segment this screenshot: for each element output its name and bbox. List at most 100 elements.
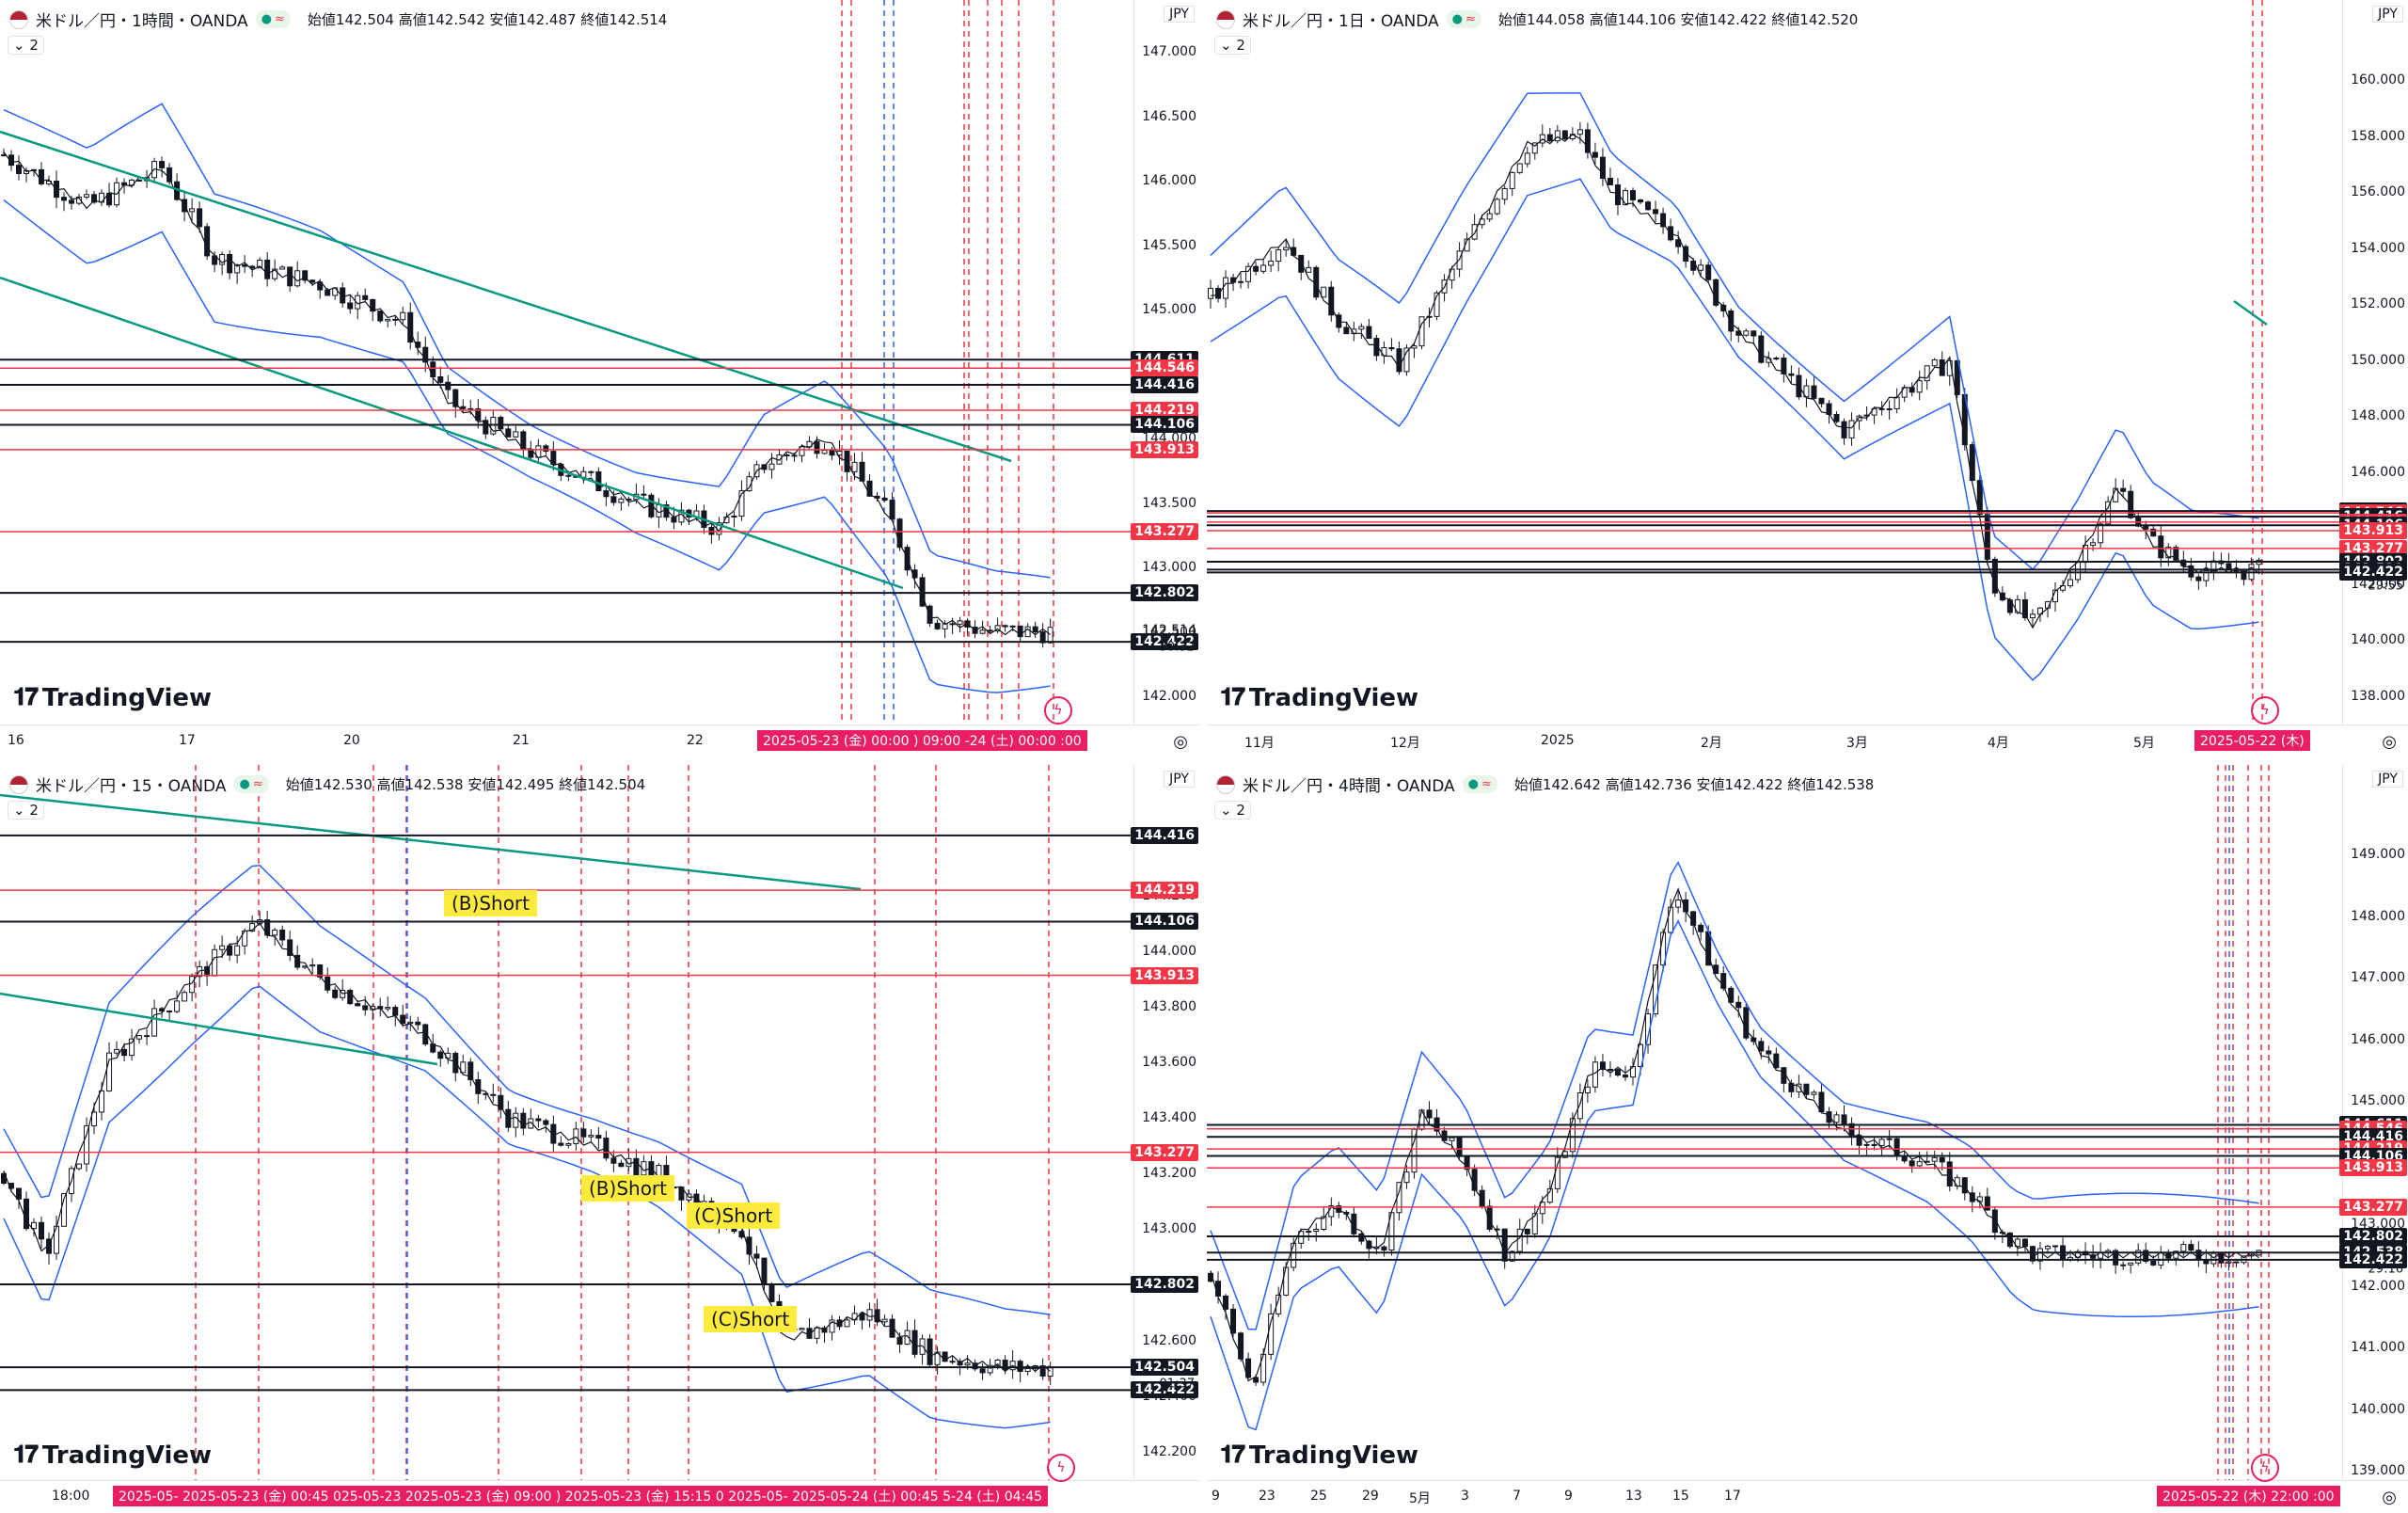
trend-channel-line[interactable] (0, 276, 904, 590)
candle-body[interactable] (1796, 1083, 1802, 1092)
candle-body[interactable] (1017, 625, 1023, 638)
candle-body[interactable] (1818, 397, 1825, 405)
candle-body[interactable] (1501, 187, 1508, 200)
candle-body[interactable] (610, 496, 617, 503)
candle-body[interactable] (1321, 1216, 1327, 1230)
candle-body[interactable] (1546, 1187, 1553, 1203)
candle-body[interactable] (1238, 280, 1244, 283)
candle-body[interactable] (1916, 380, 1923, 393)
candle-body[interactable] (934, 622, 941, 629)
candle-body[interactable] (1871, 1143, 1877, 1146)
candle-body[interactable] (2188, 565, 2194, 578)
price-axis[interactable]: JPY 149.000 148.000 147.000 146.000 145.000 1… (2339, 765, 2408, 1481)
candle-body[interactable] (979, 1368, 986, 1374)
candle-body[interactable] (1833, 1114, 1840, 1123)
candle-body[interactable] (2021, 598, 2028, 619)
candle-body[interactable] (1713, 279, 1719, 306)
candle-body[interactable] (558, 1142, 564, 1146)
candle-body[interactable] (1773, 1053, 1780, 1069)
candle-body[interactable] (1878, 407, 1885, 410)
candle-body[interactable] (1946, 1161, 1953, 1187)
candle-body[interactable] (949, 623, 956, 626)
candle-body[interactable] (866, 1309, 873, 1321)
candle-body[interactable] (1653, 209, 1659, 215)
candle-body[interactable] (347, 990, 354, 1005)
candle-body[interactable] (1592, 1061, 1598, 1088)
candle-body[interactable] (114, 1048, 120, 1054)
candle-body[interactable] (1728, 987, 1735, 1003)
candle-body[interactable] (2090, 542, 2097, 547)
candle-body[interactable] (1878, 1139, 1885, 1146)
candle-body[interactable] (543, 445, 549, 453)
candle-body[interactable] (2150, 1260, 2157, 1266)
candle-body[interactable] (1009, 625, 1016, 628)
candle-body[interactable] (1441, 1130, 1448, 1141)
candle-body[interactable] (1554, 1156, 1560, 1189)
candle-body[interactable] (1373, 338, 1380, 357)
candle-body[interactable] (1223, 277, 1229, 299)
candle-body[interactable] (1924, 365, 1930, 382)
candle-body[interactable] (182, 992, 188, 1002)
candle-body[interactable] (1811, 1091, 1817, 1095)
candle-body[interactable] (2067, 579, 2074, 587)
candle-body[interactable] (2120, 1264, 2127, 1266)
candle-body[interactable] (829, 450, 835, 456)
candle-body[interactable] (1660, 213, 1667, 228)
candle-body[interactable] (1841, 1114, 1847, 1124)
chart-pane-1d[interactable]: 米ドル／円・1日・OANDA ● ≈ 始値144.058 高値144.106 安値… (1207, 0, 2408, 757)
candle-body[interactable] (1358, 1233, 1365, 1242)
candle-body[interactable] (588, 470, 594, 473)
candle-body[interactable] (814, 440, 820, 454)
candle-body[interactable] (942, 1351, 948, 1362)
candle-body[interactable] (1403, 1171, 1410, 1184)
time-axis[interactable]: 9 23 25 29 5月 3 7 9 13 15 17 2025-05-22 (木) 22:00 … (1207, 1480, 2408, 1513)
candle-body[interactable] (264, 259, 271, 279)
candle-body[interactable] (151, 1008, 158, 1037)
lightning-icon[interactable]: ϟ (1047, 1454, 1075, 1482)
candle-body[interactable] (784, 454, 790, 456)
candle-body[interactable] (362, 1005, 369, 1011)
candle-body[interactable] (1705, 264, 1712, 280)
candle-body[interactable] (1818, 1091, 1825, 1113)
candle-body[interactable] (543, 1120, 549, 1125)
candle-body[interactable] (919, 577, 926, 607)
candle-body[interactable] (76, 1163, 83, 1170)
candle-body[interactable] (550, 451, 557, 465)
candle-body[interactable] (859, 1313, 865, 1321)
candle-body[interactable] (708, 526, 715, 535)
candle-body[interactable] (166, 167, 173, 183)
candle-body[interactable] (1215, 1281, 1222, 1297)
candle-body[interactable] (1638, 199, 1644, 203)
candle-body[interactable] (1743, 1007, 1750, 1039)
candle-body[interactable] (738, 490, 745, 517)
annotation-c-short[interactable]: (C)Short (704, 1306, 798, 1332)
candle-body[interactable] (2036, 1248, 2043, 1262)
candle-body[interactable] (2021, 1238, 2028, 1248)
candle-body[interactable] (212, 948, 218, 977)
candle-body[interactable] (1766, 1050, 1772, 1055)
candle-body[interactable] (1539, 1202, 1545, 1215)
candle-body[interactable] (1253, 1377, 1259, 1383)
price-chart-1h[interactable] (0, 0, 1133, 725)
candle-body[interactable] (671, 517, 677, 523)
candle-body[interactable] (1584, 1086, 1591, 1094)
candle-body[interactable] (2098, 523, 2104, 544)
symbol-title[interactable]: 米ドル／円・15・OANDA (36, 777, 227, 796)
candle-body[interactable] (2218, 1252, 2225, 1264)
candle-body[interactable] (1630, 190, 1637, 200)
candle-body[interactable] (498, 1094, 504, 1110)
candle-body[interactable] (2014, 1238, 2020, 1248)
candle-body[interactable] (1411, 345, 1418, 349)
candle-body[interactable] (1931, 358, 1938, 367)
candle-body[interactable] (39, 168, 45, 184)
candle-body[interactable] (219, 253, 226, 265)
candle-body[interactable] (1306, 1231, 1312, 1234)
candle-body[interactable] (1924, 1160, 1930, 1163)
candle-body[interactable] (761, 1257, 768, 1285)
candle-body[interactable] (332, 989, 339, 998)
candle-body[interactable] (2188, 1244, 2194, 1251)
candle-body[interactable] (407, 1021, 414, 1025)
candle-body[interactable] (1720, 973, 1727, 989)
candle-body[interactable] (1863, 1143, 1870, 1146)
candle-body[interactable] (565, 1142, 572, 1146)
